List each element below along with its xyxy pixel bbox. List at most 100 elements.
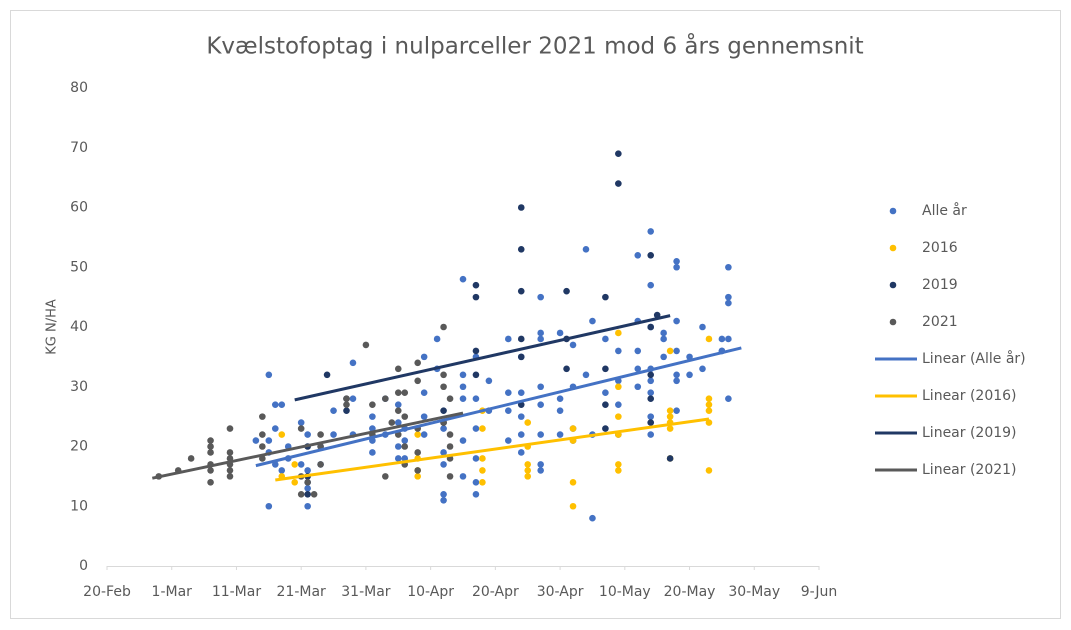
point	[394, 407, 402, 414]
x-tick-label: 20-Apr	[472, 584, 519, 600]
point	[666, 455, 674, 462]
legend-label: Alle år	[922, 202, 967, 219]
legend-label: Linear (2019)	[922, 425, 1017, 441]
point	[401, 389, 409, 397]
point	[517, 287, 525, 295]
point	[304, 502, 311, 510]
point	[666, 425, 674, 432]
point	[414, 449, 421, 456]
point	[278, 431, 286, 438]
point	[297, 461, 305, 468]
x-tick-label: 11-Mar	[212, 584, 262, 600]
point	[537, 293, 544, 301]
point	[304, 479, 311, 486]
point	[394, 455, 402, 462]
point	[259, 413, 266, 420]
point	[304, 485, 311, 492]
x-tick-label: 31-Mar	[341, 584, 391, 600]
point	[517, 389, 525, 397]
point	[647, 228, 655, 235]
point	[686, 371, 693, 379]
legend-marker	[889, 244, 897, 252]
point	[524, 419, 532, 426]
legend-label: Linear (Alle år)	[922, 350, 1026, 367]
point	[420, 389, 428, 397]
point	[317, 461, 324, 468]
point	[634, 252, 642, 259]
point	[660, 335, 667, 343]
legend-label: 2019	[922, 277, 958, 293]
point	[699, 323, 706, 331]
point	[602, 335, 609, 343]
point	[615, 347, 622, 355]
trend-line	[275, 417, 710, 482]
point	[440, 407, 447, 414]
legend-marker	[889, 318, 897, 326]
point	[369, 401, 376, 408]
point	[666, 413, 674, 420]
point	[524, 461, 532, 468]
point	[485, 377, 493, 385]
point	[278, 401, 286, 408]
point	[537, 467, 544, 474]
point	[440, 496, 447, 504]
point	[420, 431, 428, 438]
point	[647, 389, 655, 397]
point	[563, 365, 570, 373]
point	[517, 335, 525, 343]
point	[304, 491, 311, 498]
point	[472, 371, 480, 379]
point	[615, 150, 622, 158]
point	[725, 263, 732, 271]
y-tick-label: 40	[70, 319, 88, 335]
point	[582, 246, 590, 253]
point	[647, 252, 655, 259]
trend-line	[294, 314, 671, 402]
point	[459, 371, 467, 379]
point	[446, 443, 454, 450]
point	[647, 431, 655, 438]
point	[401, 437, 409, 444]
point	[556, 431, 564, 438]
point	[517, 353, 525, 361]
point	[589, 514, 596, 522]
point	[666, 347, 674, 355]
point	[660, 329, 667, 337]
point	[265, 437, 273, 444]
point	[505, 335, 512, 343]
point	[517, 449, 525, 456]
point	[556, 395, 564, 403]
point	[615, 329, 622, 337]
y-tick-label: 0	[79, 558, 88, 574]
point	[401, 413, 409, 420]
point	[440, 323, 447, 331]
point	[479, 479, 486, 486]
point	[304, 431, 311, 438]
point	[673, 377, 680, 385]
point	[537, 329, 544, 337]
point	[349, 395, 357, 403]
point	[459, 395, 467, 403]
point	[472, 491, 480, 498]
point	[569, 425, 577, 432]
point	[589, 317, 596, 325]
point	[394, 389, 402, 397]
x-tick-label: 9-Jun	[801, 584, 838, 600]
x-tick-label: 30-Apr	[537, 584, 584, 600]
point	[705, 401, 713, 408]
point	[666, 407, 674, 414]
point	[505, 407, 512, 414]
point	[647, 377, 655, 385]
point	[446, 395, 454, 403]
point	[259, 443, 266, 450]
point	[647, 395, 655, 403]
point	[207, 443, 214, 450]
x-tick-label: 10-May	[599, 584, 651, 600]
point	[517, 246, 525, 253]
point	[414, 431, 421, 438]
point	[207, 449, 214, 456]
point	[440, 383, 447, 391]
legend-marker	[889, 281, 897, 289]
point	[226, 425, 234, 432]
